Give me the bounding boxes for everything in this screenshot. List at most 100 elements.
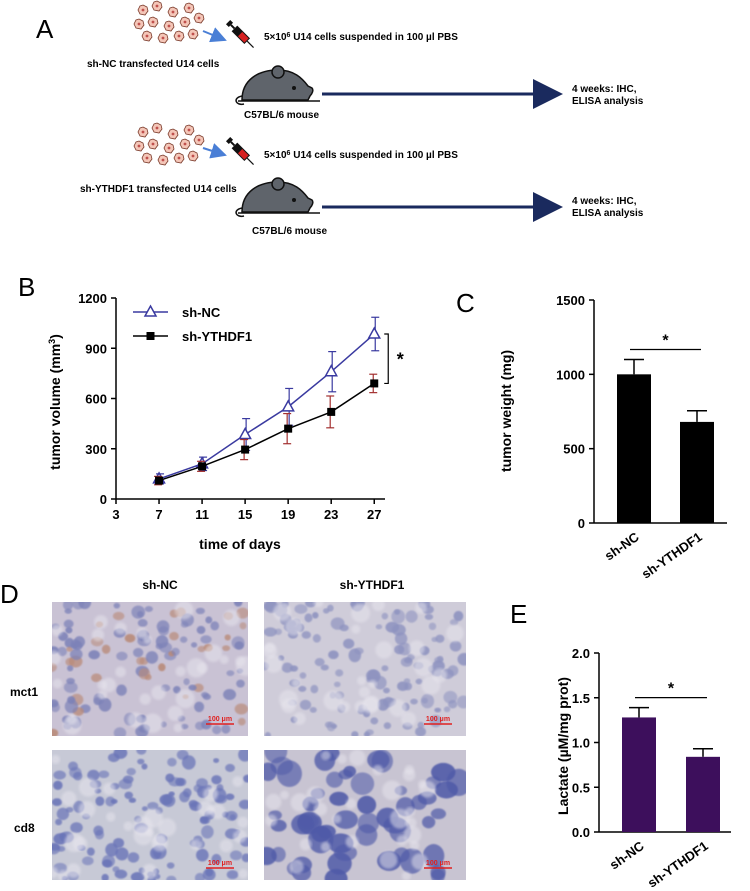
nucleus-blob — [330, 723, 338, 729]
cytoplasm-blob — [143, 808, 163, 828]
nucleus-blob — [405, 610, 418, 623]
nucleus-blob — [339, 624, 349, 632]
nucleus-blob — [310, 684, 319, 694]
nucleus-blob — [65, 626, 73, 634]
bar-sh-NC — [617, 374, 651, 523]
nucleus-blob — [173, 686, 181, 694]
y-axis-label: tumor volume (mm3) — [47, 334, 63, 470]
nucleus-blob — [188, 684, 197, 691]
nucleus-blob — [69, 648, 83, 661]
nucleus-blob — [264, 732, 271, 736]
cytoplasm-blob — [306, 786, 324, 804]
outcome-line1: 4 weeks: IHC, — [572, 84, 637, 95]
nucleus-blob — [210, 621, 220, 631]
x-tick-label: 3 — [112, 507, 119, 522]
nucleus-blob — [131, 605, 146, 619]
cell-shape — [173, 152, 185, 164]
nucleus-blob — [410, 698, 418, 705]
cytoplasm-blob — [237, 816, 248, 828]
nucleus-blob — [63, 681, 78, 693]
cytoplasm-blob — [52, 678, 63, 689]
schematic-row-1: 5×106 U14 cells suspended in 100 µl PBS … — [87, 0, 644, 121]
nucleus-blob — [169, 631, 179, 641]
nucleus-blob — [394, 644, 405, 655]
cell-nucleus — [183, 142, 187, 146]
panel-a-letter: A — [36, 14, 54, 44]
nucleus-blob — [299, 699, 312, 710]
nucleus-blob — [113, 750, 128, 759]
cytoplasm-blob — [175, 689, 195, 709]
cytoplasm-blob — [446, 624, 464, 643]
nucleus-blob — [214, 794, 227, 804]
cytoplasm-blob — [235, 656, 248, 676]
nucleus-blob — [180, 636, 188, 643]
ihc-image-sh-nc-mct1: 100 μm — [52, 602, 248, 736]
nucleus-blob — [176, 750, 189, 760]
cell-nucleus — [177, 34, 181, 38]
nucleus-blob — [73, 636, 86, 648]
cell-nucleus — [141, 8, 145, 12]
cell-shape — [163, 20, 175, 32]
cell-nucleus — [183, 20, 187, 24]
significance-bracket — [384, 333, 389, 385]
cell-nucleus — [161, 36, 165, 40]
cell-shape — [151, 122, 163, 134]
nucleus-blob — [406, 653, 415, 661]
nucleus-blob — [112, 611, 125, 621]
cytoplasm-blob — [186, 658, 207, 678]
nucleus-blob — [147, 802, 159, 810]
nucleus-blob — [226, 870, 239, 880]
nucleus-blob — [101, 873, 109, 880]
cell-nucleus — [155, 4, 159, 8]
nucleus-blob — [137, 619, 148, 627]
nucleus-blob — [196, 625, 206, 635]
cell-shape — [151, 0, 163, 12]
cytoplasm-blob — [78, 777, 98, 797]
nucleus-blob — [211, 775, 222, 785]
nucleus-blob — [52, 798, 63, 807]
nucleus-blob — [294, 604, 308, 614]
cytoplasm-blob — [379, 850, 398, 869]
cytoplasm-blob — [323, 690, 344, 711]
cell-nucleus — [171, 132, 175, 136]
nucleus-blob — [381, 665, 389, 672]
cytoplasm-blob — [414, 658, 433, 677]
cell-shape — [183, 124, 195, 136]
nucleus-blob — [354, 647, 364, 655]
cytoplasm-blob — [401, 871, 411, 880]
cytoplasm-blob — [285, 617, 303, 636]
data-point — [281, 399, 295, 412]
nucleus-blob — [238, 799, 248, 810]
significance-star: * — [662, 332, 669, 349]
nucleus-blob — [335, 669, 344, 677]
ihc-texture — [52, 750, 248, 880]
nucleus-blob — [196, 778, 208, 789]
nucleus-blob — [201, 692, 209, 698]
y-tick-label: 1.0 — [572, 736, 590, 751]
cytoplasm-blob — [403, 826, 422, 844]
bar-sh-NC — [622, 717, 656, 832]
data-point — [238, 426, 252, 440]
x-axis-label: time of days — [199, 536, 281, 552]
cell-nucleus — [167, 146, 171, 150]
x-tick-label: 27 — [367, 507, 381, 522]
cell-nucleus — [151, 20, 155, 24]
nucleus-blob — [200, 635, 212, 644]
nucleus-blob — [422, 844, 445, 868]
nucleus-blob — [239, 622, 247, 630]
cytoplasm-blob — [382, 780, 402, 801]
nucleus-blob — [329, 791, 349, 806]
nucleus-blob — [236, 679, 245, 688]
cytoplasm-blob — [337, 754, 347, 764]
ihc-image-sh-ythdf1-cd8: 100 μm — [264, 750, 466, 880]
y-axis-label: Lactate (µM/mg prot) — [555, 677, 571, 815]
nucleus-blob — [113, 837, 125, 849]
nucleus-blob — [59, 832, 67, 841]
legend-label-sh-nc: sh-NC — [182, 305, 221, 320]
cytoplasm-blob — [127, 712, 144, 728]
cytoplasm-blob — [167, 705, 183, 721]
nucleus-blob — [52, 702, 60, 713]
nucleus-blob — [93, 825, 104, 836]
ihc-image-sh-ythdf1-mct1: 100 μm — [264, 602, 466, 736]
